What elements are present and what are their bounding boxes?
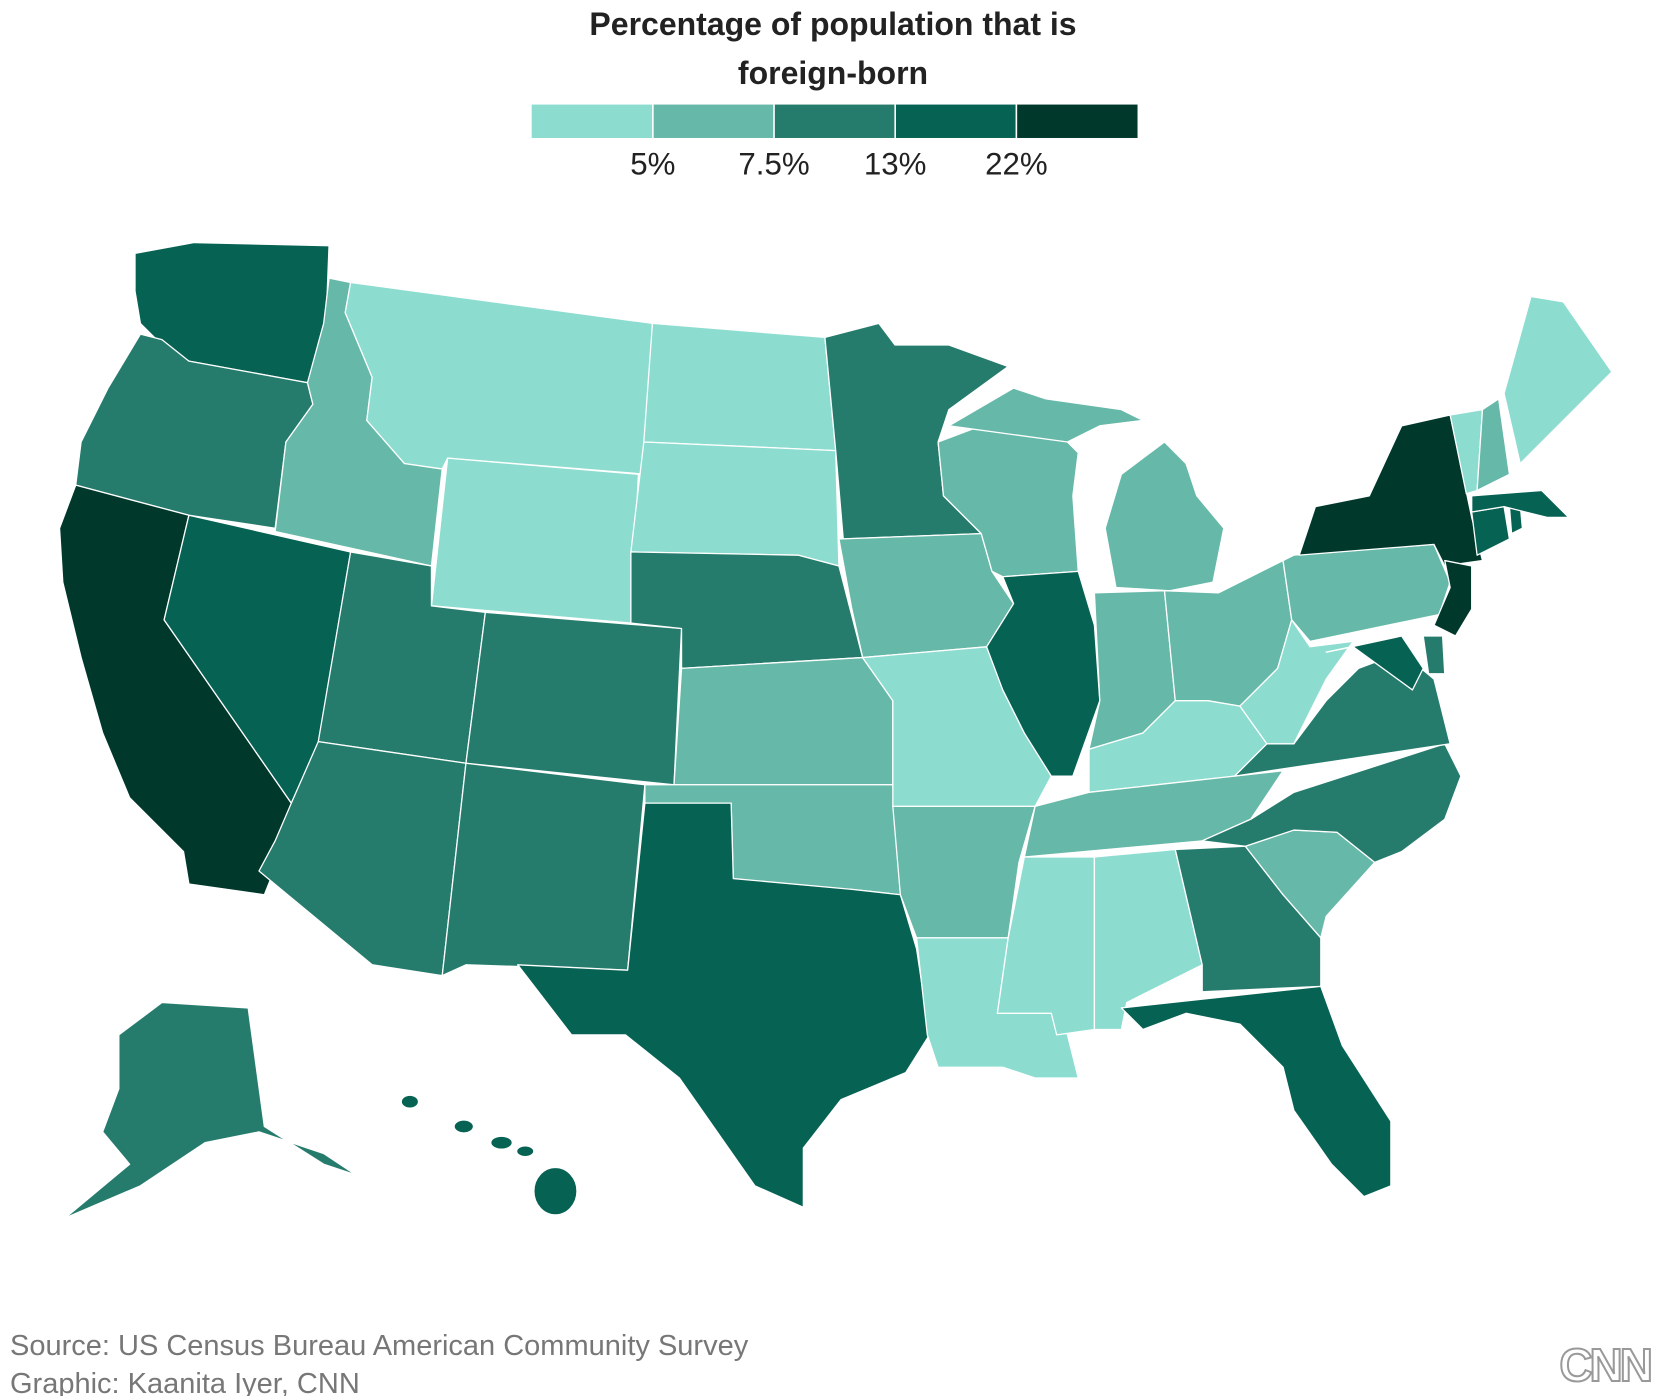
state [1422, 635, 1446, 675]
state [630, 441, 840, 567]
state [948, 387, 1144, 443]
legend-tick-label: 22% [985, 147, 1048, 182]
state [344, 281, 654, 475]
state [533, 1166, 578, 1216]
legend-swatch [1016, 104, 1138, 138]
state [1104, 441, 1225, 592]
state [441, 762, 646, 977]
state [1433, 559, 1473, 637]
state [465, 611, 683, 786]
legend-swatch [652, 104, 775, 138]
state [1503, 295, 1613, 465]
state [1476, 398, 1511, 492]
state [490, 1135, 513, 1150]
state [453, 1119, 475, 1134]
state [673, 656, 894, 786]
credit: Graphic: Kaanita Iyer, CNN [10, 1368, 360, 1396]
state [430, 457, 640, 624]
legend-tick-label: 13% [864, 147, 927, 182]
legend-tick-label: 5% [630, 147, 675, 182]
state [400, 1094, 420, 1109]
state [75, 333, 314, 529]
state [1282, 543, 1451, 643]
state [1325, 635, 1424, 691]
state [1120, 985, 1392, 1198]
state [515, 1145, 535, 1158]
state [643, 322, 837, 452]
state [1471, 506, 1511, 556]
state [1023, 770, 1284, 858]
legend-tick-label: 7.5% [738, 147, 809, 182]
source: Source: US Census Bureau American Commun… [10, 1330, 749, 1362]
state [1201, 743, 1462, 864]
legend-swatch [774, 104, 896, 138]
logo: CNN [1558, 1338, 1654, 1392]
state [1471, 489, 1570, 519]
legend-swatch [531, 104, 653, 138]
state [1239, 619, 1354, 745]
states [58, 241, 1613, 1219]
state [517, 802, 931, 1208]
state [824, 322, 1009, 540]
chart-title: Percentage of population that is foreign… [589, 6, 1077, 91]
legend: 5% 7.5% 13% 22% [531, 104, 1138, 182]
legend-swatch [895, 104, 1017, 138]
state [985, 570, 1101, 777]
state [64, 1001, 357, 1219]
